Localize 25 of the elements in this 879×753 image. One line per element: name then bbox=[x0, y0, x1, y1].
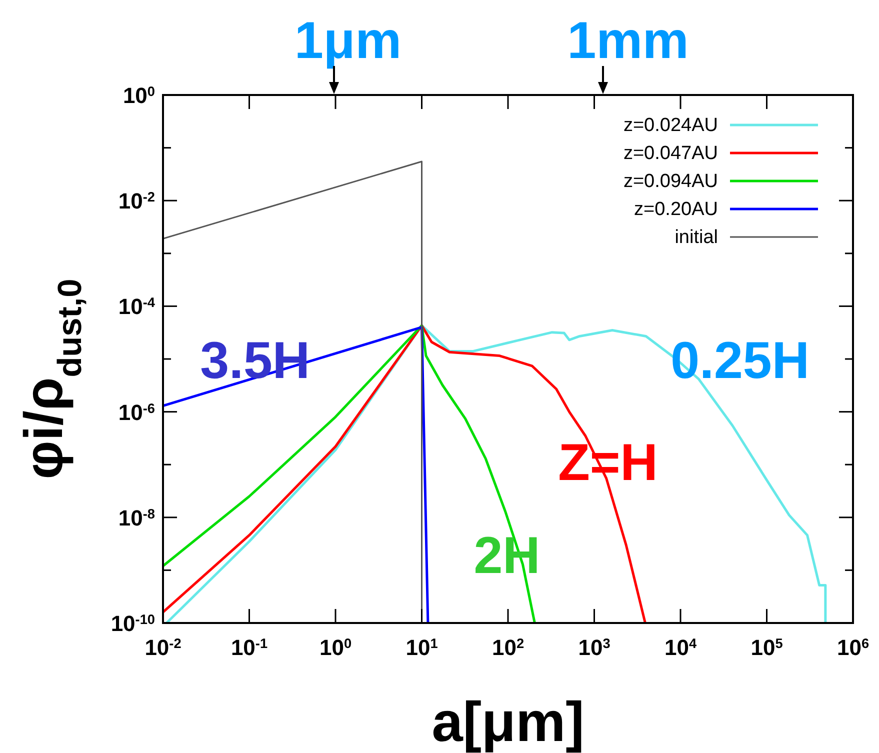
legend-label: z=0.024AU bbox=[623, 115, 718, 136]
x-tick-label: 10$^{3}$ bbox=[578, 635, 611, 660]
x-tick-label: 10$^{5}$ bbox=[750, 635, 784, 660]
x-tick-label: 10$^{-2}$ bbox=[144, 635, 182, 660]
annotation: 0.25H bbox=[670, 332, 810, 390]
x-axis-title: a[μm] bbox=[432, 690, 584, 753]
x-tick-label: 10$^{2}$ bbox=[492, 635, 524, 660]
y-tick-label: 10$^{-10}$ bbox=[110, 611, 156, 636]
y-tick-label: 10$^{-8}$ bbox=[118, 505, 156, 530]
y-tick-label: 10$^{0}$ bbox=[122, 83, 156, 108]
x-tick-label: 10$^{4}$ bbox=[664, 635, 697, 660]
annotation: 3.5H bbox=[200, 332, 310, 390]
y-tick-label: 10$^{-4}$ bbox=[118, 294, 156, 320]
x-tick-label: 10$^{1}$ bbox=[406, 635, 438, 660]
legend-label: z=0.20AU bbox=[634, 199, 718, 220]
text: 1μm bbox=[294, 12, 402, 70]
legend-label: z=0.094AU bbox=[623, 171, 718, 192]
text: 1mm bbox=[567, 12, 689, 70]
legend-label: z=0.047AU bbox=[623, 143, 718, 164]
y-tick-label: 10$^{-2}$ bbox=[118, 188, 156, 214]
x-tick-label: 10$^{0}$ bbox=[319, 635, 352, 660]
legend-label: initial bbox=[674, 227, 718, 248]
x-tick-label: 10$^{-1}$ bbox=[230, 635, 268, 660]
x-tick-label: 10$^{6}$ bbox=[836, 635, 870, 660]
y-tick-label: 10$^{-6}$ bbox=[118, 400, 156, 425]
